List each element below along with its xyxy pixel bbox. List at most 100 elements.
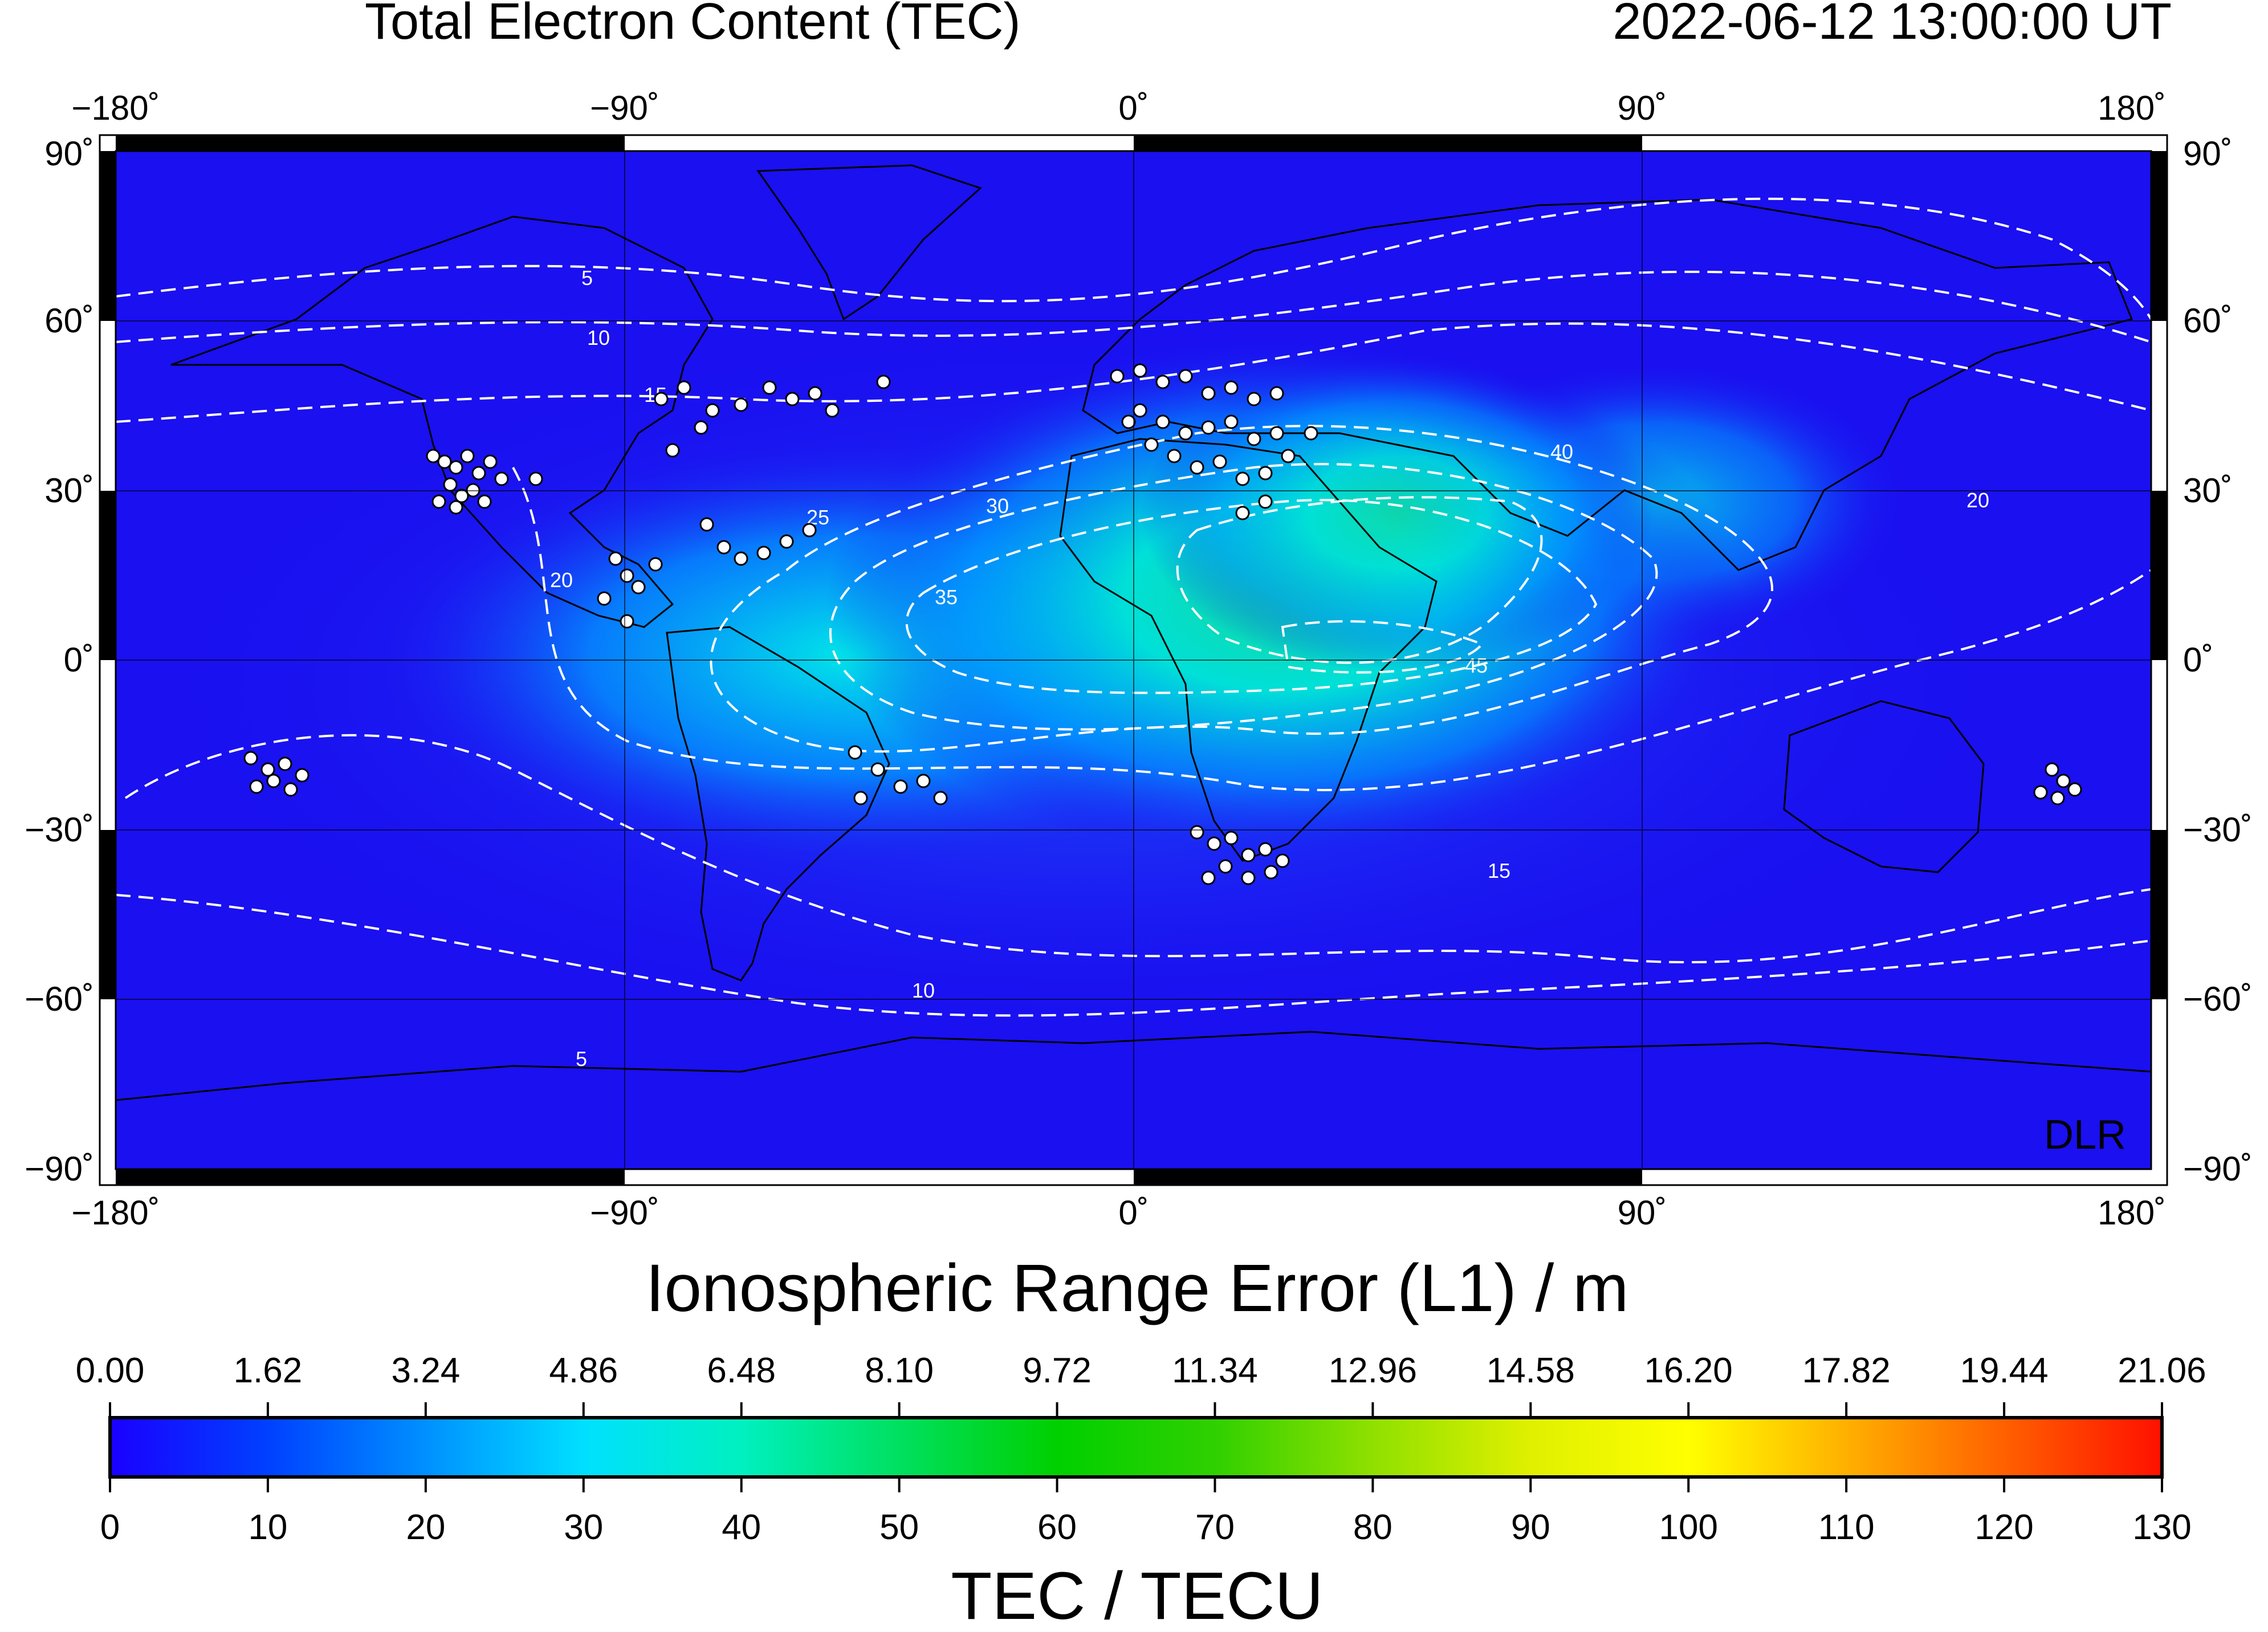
station-marker (2045, 762, 2059, 777)
station-marker (1235, 471, 1250, 486)
lon-labels-bottom: −180˚ −90˚ 0˚ 90˚ 180˚ (71, 1194, 2166, 1232)
colorbar-top-tick: 17.82 (1802, 1351, 1891, 1390)
lat-labels-left: 90˚ 60˚ 30˚ 0˚ −30˚ −60˚ −90˚ (25, 135, 94, 1188)
station-marker (437, 454, 452, 469)
station-marker (2050, 791, 2065, 805)
station-marker (266, 774, 281, 788)
station-marker (705, 403, 720, 418)
colorbar-top-tick: 9.72 (1023, 1351, 1092, 1390)
station-marker (1241, 870, 1256, 885)
station-marker (494, 471, 509, 486)
lat-tick: 90˚ (2183, 135, 2233, 173)
colorbar-top-tick: 11.34 (1172, 1351, 1258, 1390)
coast-greenland (756, 164, 982, 321)
coast-antarctica (116, 1031, 2151, 1101)
contour-5-south (116, 894, 2151, 1017)
lat-tick: −30˚ (25, 811, 94, 849)
station-marker (1224, 414, 1239, 429)
station-marker (431, 494, 446, 509)
contour-label: 5 (576, 1047, 587, 1071)
station-marker (454, 489, 469, 503)
coast-south-america (666, 626, 890, 982)
station-marker (1258, 494, 1273, 509)
colorbar-top-tick: 4.86 (549, 1351, 618, 1390)
station-marker (597, 591, 612, 606)
coast-europe-asia (1082, 198, 2133, 571)
contour-label: 30 (986, 494, 1009, 518)
contour-label: 45 (1465, 654, 1488, 677)
station-marker (1241, 848, 1256, 862)
contour-label: 40 (1550, 440, 1573, 463)
station-marker (870, 762, 885, 777)
colorbar-bottom-ticks: 0 10 20 30 40 50 60 70 80 90 100 110 120 130 (100, 1477, 2192, 1547)
station-marker (1269, 426, 1284, 441)
contour-10-south (124, 734, 2151, 963)
station-marker (756, 546, 771, 560)
station-marker (1264, 865, 1278, 880)
colorbar-top-ticks: 0.00 1.62 3.24 4.86 6.48 8.10 9.72 11.34 12.96 14… (76, 1351, 2206, 1418)
station-marker (295, 768, 310, 783)
station-marker (1207, 836, 1221, 851)
colorbar-bottom-tick: 30 (564, 1508, 603, 1547)
station-marker (1190, 460, 1204, 475)
station-marker (2067, 782, 2082, 797)
map-timestamp: 2022-06-12 13:00:00 UT (1613, 0, 2172, 50)
contour-label-group: 5 10 15 20 25 30 35 40 45 10 5 15 20 (550, 266, 1989, 1071)
station-marker (1247, 392, 1261, 406)
station-marker (243, 751, 258, 766)
contour-20-equator (512, 467, 2151, 791)
lon-tick: −180˚ (71, 1194, 160, 1232)
station-marker (528, 471, 543, 486)
station-marker (1212, 454, 1227, 469)
contour-5-north (116, 197, 2151, 320)
tec-contours (116, 197, 2151, 1017)
station-marker (1235, 506, 1250, 520)
lat-tick: 30˚ (44, 471, 94, 510)
lat-tick: −90˚ (25, 1150, 94, 1188)
colorbar-bottom-tick: 100 (1659, 1508, 1718, 1547)
lat-tick: 0˚ (64, 641, 94, 679)
station-marker (2056, 774, 2071, 788)
station-marker (483, 454, 498, 469)
station-marker (734, 551, 748, 566)
lon-tick: 90˚ (1618, 1194, 1667, 1232)
station-marker (1258, 842, 1273, 857)
lon-tick: 180˚ (2098, 89, 2166, 127)
station-marker (426, 449, 441, 463)
lat-tick: 30˚ (2183, 471, 2233, 510)
station-marker (785, 392, 800, 406)
station-marker (449, 460, 463, 475)
station-marker (1281, 449, 1296, 463)
station-marker (449, 500, 463, 515)
station-marker (1218, 859, 1233, 874)
colorbar-bottom-tick: 20 (406, 1508, 445, 1547)
lat-tick: −60˚ (25, 980, 94, 1018)
colorbar-bottom-tick: 70 (1195, 1508, 1235, 1547)
station-marker (694, 420, 709, 435)
lon-tick: 0˚ (1118, 89, 1149, 127)
gnss-stations (243, 363, 2082, 885)
lon-tick: −90˚ (590, 89, 659, 127)
colorbar-top-tick: 16.20 (1644, 1351, 1733, 1390)
station-marker (477, 494, 492, 509)
station-marker (825, 403, 840, 418)
lon-tick: 90˚ (1618, 89, 1667, 127)
station-marker (1190, 825, 1204, 840)
lat-tick: −30˚ (2183, 811, 2253, 849)
contour-label: 10 (587, 326, 610, 349)
station-marker (620, 568, 634, 583)
colorbar-bottom-tick: 40 (722, 1508, 761, 1547)
colorbar-top-tick: 8.10 (865, 1351, 934, 1390)
station-marker (802, 523, 817, 538)
colorbar-top-tick: 0.00 (76, 1351, 145, 1390)
station-marker (1224, 831, 1239, 845)
station-marker (260, 762, 275, 777)
station-marker (1121, 414, 1136, 429)
tec-map: 5 10 15 20 25 30 35 40 45 10 5 15 20 (25, 89, 2253, 1232)
map-title: Total Electron Content (TEC) (365, 0, 1020, 50)
lon-tick: −180˚ (71, 89, 160, 127)
station-marker (734, 397, 748, 412)
colorbar-top-tick: 21.06 (2118, 1351, 2206, 1390)
colorbar-bottom-tick: 90 (1511, 1508, 1550, 1547)
